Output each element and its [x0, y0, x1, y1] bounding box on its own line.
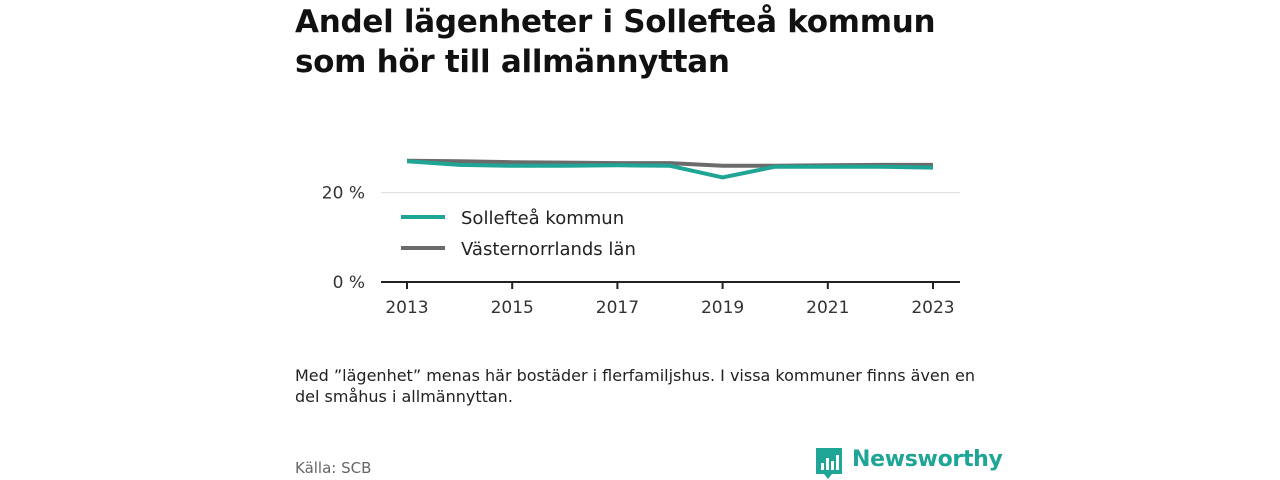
- legend: Sollefteå kommun Västernorrlands län: [401, 208, 636, 260]
- brand-name: Newsworthy: [852, 447, 1003, 472]
- brand-logo[interactable]: Newsworthy: [814, 446, 1003, 480]
- x-tick-label: 2021: [806, 298, 849, 318]
- x-tick-label: 2013: [385, 298, 428, 318]
- source-text: Källa: SCB: [295, 459, 372, 477]
- chart-footnote: Med ”lägenhet” menas här bostäder i fler…: [295, 366, 975, 406]
- x-tick-label: 2015: [491, 298, 534, 318]
- y-tick-label: 20 %: [322, 184, 365, 204]
- y-axis-labels: 0 % 20 %: [322, 184, 365, 293]
- x-tick-label: 2019: [701, 298, 744, 318]
- x-tick-label: 2023: [911, 298, 954, 318]
- x-tick-label: 2017: [596, 298, 639, 318]
- series-line: [406, 159, 934, 180]
- chart-title: Andel lägenheter i Sollefteå kommun som …: [295, 4, 936, 80]
- legend-label: Västernorrlands län: [461, 239, 636, 260]
- legend-label: Sollefteå kommun: [461, 208, 624, 229]
- newsworthy-logo-icon: [816, 448, 842, 479]
- series-lines: [406, 158, 934, 180]
- x-axis-labels: 2013 2015 2017 2019 2021 2023: [385, 282, 955, 318]
- line-chart: 0 % 20 % 2013 2015 2017 2019 2021 2023 Solleft…: [322, 158, 960, 318]
- y-tick-label: 0 %: [333, 273, 365, 293]
